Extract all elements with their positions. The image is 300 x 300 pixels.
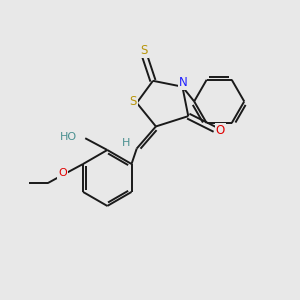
Text: HO: HO xyxy=(60,132,77,142)
Text: O: O xyxy=(58,168,67,178)
Text: N: N xyxy=(178,76,188,89)
Text: S: S xyxy=(130,94,137,108)
Text: H: H xyxy=(122,138,130,148)
Text: S: S xyxy=(140,44,148,57)
Text: O: O xyxy=(215,124,225,137)
